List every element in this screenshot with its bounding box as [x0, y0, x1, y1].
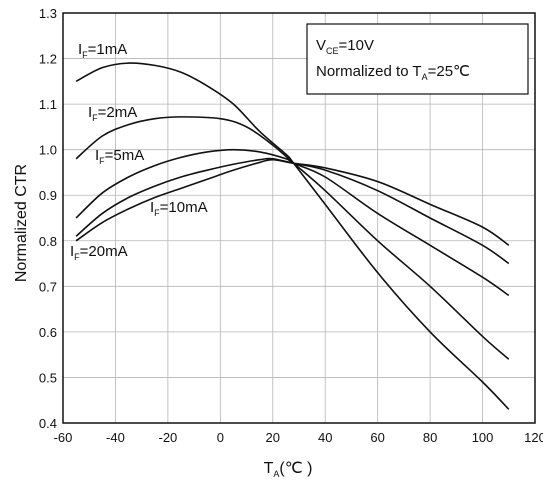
legend-line-2: Normalized to TA=25℃: [316, 63, 470, 82]
y-tick-label: 0.8: [39, 234, 57, 249]
x-tick-label: 100: [472, 430, 494, 445]
x-tick-label: -60: [54, 430, 73, 445]
label-if-10ma: IF=10mA: [150, 199, 208, 218]
label-if-1ma: IF=1mA: [78, 41, 127, 60]
y-tick-label: 1.0: [39, 143, 57, 158]
x-tick-label: 80: [423, 430, 437, 445]
label-if-2ma: IF=2mA: [88, 104, 137, 123]
plot-frame: [62, 12, 536, 424]
label-if-20ma: IF=20mA: [70, 243, 128, 262]
y-tick-label: 1.3: [39, 6, 57, 21]
legend-line-1: VCE=10V: [316, 37, 374, 56]
y-tick-label: 0.6: [39, 325, 57, 340]
x-tick-label: 120: [524, 430, 543, 445]
y-tick-label: 1.1: [39, 97, 57, 112]
x-tick-label: 20: [266, 430, 280, 445]
curve-if-5ma: [75, 148, 510, 297]
curve-if-2ma: [75, 116, 510, 360]
label-if-5ma: IF=5mA: [95, 147, 144, 166]
x-axis-title: TA(℃ ): [264, 460, 313, 479]
x-tick-label: 40: [318, 430, 332, 445]
x-tick-label: -20: [158, 430, 177, 445]
curve-if-10ma: [75, 157, 510, 265]
curve-if-20ma: [75, 158, 510, 246]
y-tick-label: 0.7: [39, 279, 57, 294]
curves: [75, 62, 510, 410]
legend-frame: [306, 23, 529, 95]
x-tick-label: -40: [106, 430, 125, 445]
curve-if-1ma: [75, 62, 510, 410]
y-tick-label: 0.4: [39, 416, 57, 431]
tick-labels: -60 -40 -20 0 20 40 60 80 100 120 0.4 0.5 0.6 0.7 0.8 0…: [39, 6, 543, 445]
y-tick-label: 1.2: [39, 52, 57, 67]
curve-labels: IF=1mA IF=2mA IF=5mA IF=10mA IF=20mA: [70, 41, 208, 262]
x-tick-label: 0: [217, 430, 224, 445]
y-tick-label: 0.5: [39, 370, 57, 385]
legend-box: VCE=10V Normalized to TA=25℃: [306, 23, 529, 95]
y-axis-title: Normalized CTR: [13, 164, 30, 282]
x-tick-label: 60: [370, 430, 384, 445]
y-tick-label: 0.9: [39, 188, 57, 203]
